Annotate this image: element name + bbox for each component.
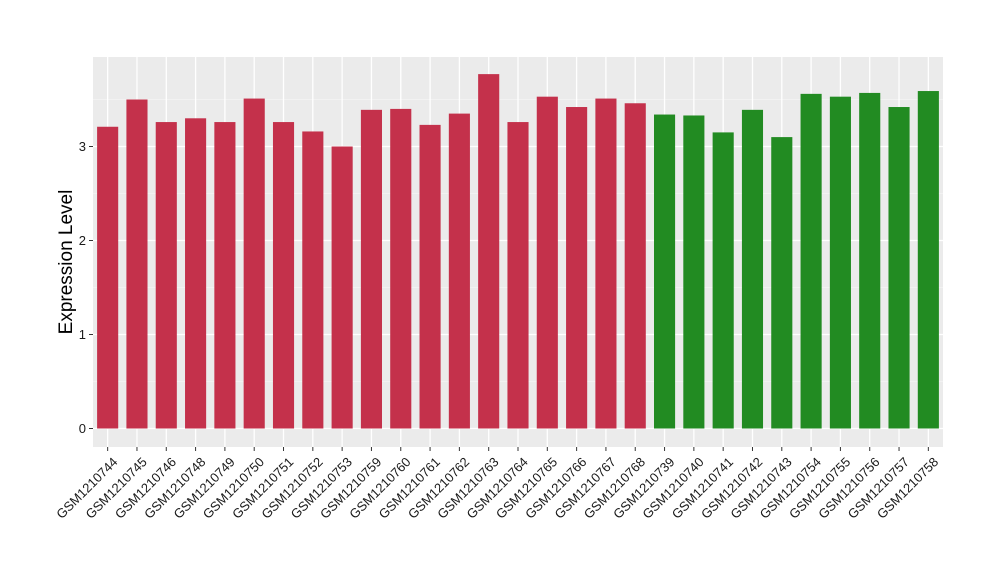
bar-GSM1210757 — [888, 107, 910, 429]
bar-GSM1210748 — [185, 118, 207, 429]
bar-GSM1210754 — [800, 93, 822, 429]
bar-GSM1210766 — [566, 107, 588, 429]
bar-GSM1210764 — [507, 122, 529, 429]
y-axis: 0 1 2 3 — [79, 139, 93, 436]
bar-GSM1210740 — [683, 115, 705, 429]
bar-GSM1210741 — [712, 132, 734, 429]
bar-GSM1210763 — [478, 74, 500, 429]
bar-GSM1210756 — [859, 92, 881, 429]
bar-GSM1210767 — [595, 98, 617, 429]
x-axis: GSM1210744GSM1210745GSM1210746GSM1210748… — [53, 447, 941, 522]
bar-GSM1210758 — [917, 91, 939, 429]
y-tick-label: 3 — [79, 139, 86, 154]
bar-GSM1210761 — [419, 124, 441, 429]
y-axis-title: Expression Level — [56, 190, 77, 335]
bar-GSM1210765 — [536, 96, 558, 429]
bar-GSM1210739 — [654, 114, 676, 429]
bar-GSM1210750 — [243, 98, 265, 429]
bar-GSM1210760 — [390, 108, 412, 429]
bar-GSM1210762 — [448, 113, 470, 429]
bars — [97, 74, 939, 429]
bar-GSM1210743 — [771, 137, 793, 429]
bar-GSM1210755 — [829, 96, 851, 429]
y-tick-label: 0 — [79, 421, 86, 436]
bar-GSM1210753 — [331, 146, 353, 429]
bar-GSM1210742 — [741, 109, 764, 429]
y-tick-label: 2 — [79, 233, 86, 248]
bar-GSM1210745 — [126, 99, 148, 429]
bar-GSM1210752 — [302, 131, 324, 429]
bar-GSM1210759 — [360, 109, 382, 429]
bar-GSM1210749 — [214, 122, 236, 429]
bar-GSM1210746 — [155, 122, 177, 429]
bar-GSM1210744 — [97, 126, 119, 429]
bar-GSM1210751 — [272, 122, 295, 429]
y-tick-label: 1 — [79, 327, 86, 342]
bar-GSM1210768 — [624, 103, 646, 429]
